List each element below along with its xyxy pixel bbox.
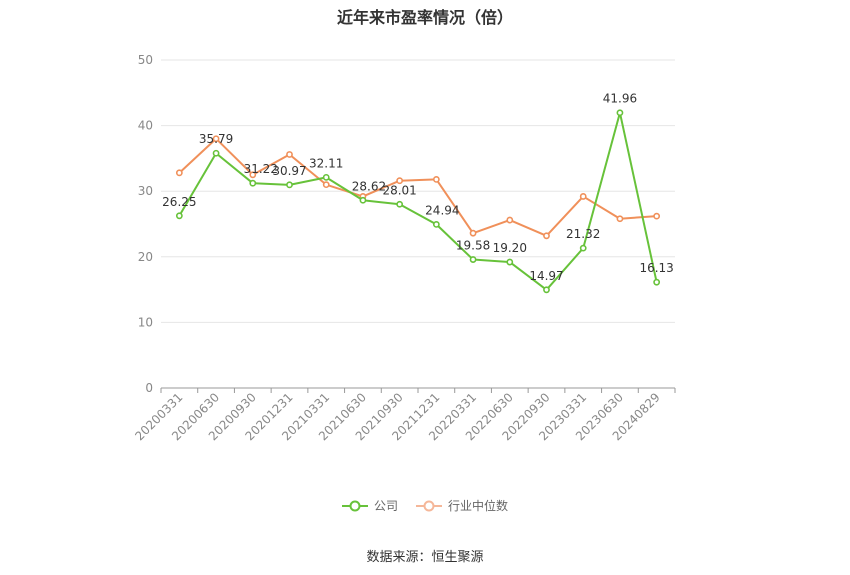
data-point-company[interactable] bbox=[322, 173, 330, 181]
data-point-industry-median[interactable] bbox=[653, 212, 661, 220]
legend: 公司 行业中位数 bbox=[0, 497, 850, 514]
y-tick-label: 10 bbox=[138, 315, 153, 329]
data-point-company[interactable] bbox=[396, 200, 404, 208]
data-point-company[interactable] bbox=[653, 278, 661, 286]
grid-lines bbox=[161, 59, 675, 323]
data-point-industry-median[interactable] bbox=[432, 175, 440, 183]
data-label: 19.20 bbox=[493, 241, 527, 255]
data-point-company[interactable] bbox=[175, 212, 183, 220]
y-tick-label: 20 bbox=[138, 250, 153, 264]
data-label: 21.32 bbox=[566, 227, 600, 241]
data-point-company[interactable] bbox=[616, 109, 624, 117]
y-tick-label: 40 bbox=[138, 119, 153, 133]
data-point-industry-median[interactable] bbox=[322, 181, 330, 189]
data-label: 19.58 bbox=[456, 239, 490, 253]
legend-company-label: 公司 bbox=[373, 499, 398, 513]
legend-item-industry-median[interactable]: 行业中位数 bbox=[416, 497, 508, 514]
data-point-company[interactable] bbox=[579, 244, 587, 252]
data-label: 31.22 bbox=[244, 162, 278, 176]
data-label: 16.13 bbox=[639, 261, 673, 275]
y-tick-label: 30 bbox=[138, 184, 153, 198]
data-point-company[interactable] bbox=[286, 181, 293, 189]
data-point-company[interactable] bbox=[469, 256, 477, 263]
legend-company-marker bbox=[341, 500, 368, 511]
y-tick-label: 50 bbox=[138, 53, 153, 67]
data-label: 28.01 bbox=[382, 183, 416, 197]
data-point-industry-median[interactable] bbox=[469, 229, 477, 237]
data-point-industry-median[interactable] bbox=[396, 177, 404, 185]
data-point-company[interactable] bbox=[212, 149, 220, 157]
data-label: 41.96 bbox=[603, 92, 637, 106]
data-point-industry-median[interactable] bbox=[579, 193, 587, 200]
axes: 0102030405020200331202006302020093020201… bbox=[132, 53, 676, 443]
data-point-industry-median[interactable] bbox=[175, 169, 183, 177]
data-point-industry-median[interactable] bbox=[543, 232, 550, 240]
series-line-industry-median bbox=[178, 137, 657, 237]
data-label: 24.94 bbox=[425, 203, 459, 217]
series-line-company bbox=[178, 111, 658, 291]
data-label: 28.62 bbox=[352, 179, 386, 193]
data-label: 26.25 bbox=[162, 195, 196, 209]
series-lines bbox=[175, 109, 661, 294]
legend-item-company[interactable]: 公司 bbox=[341, 497, 398, 514]
data-point-industry-median[interactable] bbox=[616, 215, 624, 223]
data-point-industry-median[interactable] bbox=[249, 171, 257, 179]
chart-title: 近年来市盈率情况（倍） bbox=[336, 8, 513, 27]
data-label: 32.11 bbox=[309, 156, 343, 170]
y-tick-label: 0 bbox=[145, 381, 153, 395]
data-label: 30.97 bbox=[272, 164, 306, 178]
data-point-company[interactable] bbox=[359, 196, 367, 204]
data-point-industry-median[interactable] bbox=[212, 135, 220, 143]
data-source: 数据来源：恒生聚源 bbox=[366, 550, 484, 565]
data-label: 14.97 bbox=[529, 269, 563, 283]
data-point-industry-median[interactable] bbox=[286, 151, 293, 158]
data-point-industry-median[interactable] bbox=[506, 216, 514, 224]
legend-industry-marker bbox=[416, 500, 442, 511]
data-point-company[interactable] bbox=[506, 258, 514, 266]
data-point-company[interactable] bbox=[543, 286, 550, 294]
data-label: 35.79 bbox=[199, 132, 233, 146]
legend-industry-label: 行业中位数 bbox=[448, 499, 509, 513]
data-point-company[interactable] bbox=[249, 179, 257, 187]
data-point-company[interactable] bbox=[432, 220, 440, 228]
